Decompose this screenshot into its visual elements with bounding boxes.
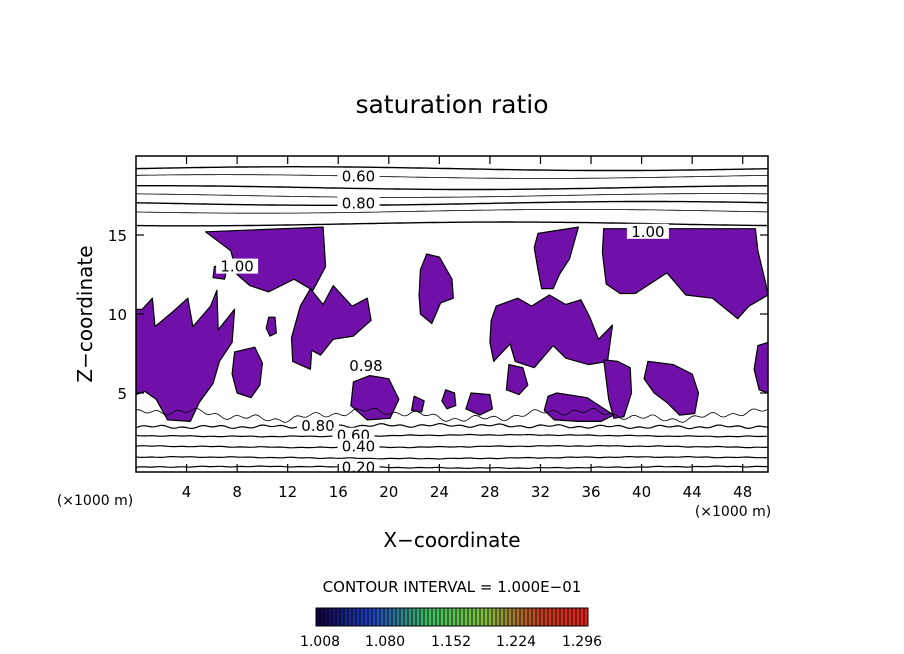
- x-tick-label: 28: [480, 483, 499, 501]
- isoline-lower-3: [136, 433, 768, 438]
- x-tick-label: 16: [329, 483, 348, 501]
- contour-fill-region-h: [350, 375, 400, 421]
- y-tick-label: 5: [117, 385, 127, 403]
- isoline-upper-4: [136, 200, 768, 206]
- colorbar: 1.008 1.080 1.152 1.224 1.296: [300, 607, 602, 650]
- contour-interval-text: CONTOUR INTERVAL = 1.000E−01: [323, 578, 582, 596]
- x-tick-label: 20: [379, 483, 398, 501]
- x-tick-label: 44: [683, 483, 702, 501]
- contour-fill-region-f: [533, 226, 580, 290]
- y-axis-ticks: 5 10 15: [108, 227, 768, 403]
- contour-fill-region-e: [489, 294, 614, 369]
- contour-label: 0.80: [342, 194, 375, 212]
- y-tick-label: 10: [108, 306, 127, 324]
- contour-label-bg: [626, 223, 669, 239]
- contour-fill-region-n: [231, 346, 263, 399]
- colorbar-tick-labels: 1.008 1.080 1.152 1.224 1.296: [300, 634, 602, 650]
- contour-fill-region-m: [753, 341, 768, 394]
- isoline-upper-3: [136, 193, 768, 198]
- contour-label: 0.60: [342, 168, 375, 186]
- contour-fill-region-l: [643, 360, 700, 416]
- x-tick-label: 36: [581, 483, 600, 501]
- contour-fill-region-g: [601, 228, 768, 320]
- contour-label-bg: [337, 195, 380, 211]
- contour-fill-region-a: [136, 289, 236, 422]
- contour-fill-region-p: [441, 389, 457, 410]
- contour-label: 0.40: [342, 438, 375, 456]
- x-axis-ticks: 4 8 12 16 20 24 28 32 36 40 44 48: [182, 156, 752, 501]
- y-tick-label: 15: [108, 227, 127, 245]
- contour-label: 0.20: [342, 458, 375, 476]
- contour-fill-region-q: [465, 392, 493, 416]
- contour-fill-region-c: [290, 285, 372, 370]
- isoline-lower-0: [136, 465, 768, 470]
- isoline-upper-0: [136, 166, 768, 172]
- x-tick-label: 40: [632, 483, 651, 501]
- chart-title: saturation ratio: [355, 90, 548, 119]
- contour-label-bg: [345, 358, 387, 374]
- x-axis-label: X−coordinate: [383, 528, 520, 552]
- colorbar-tick-label: 1.224: [496, 634, 536, 650]
- colorbar-tick-label: 1.080: [365, 634, 405, 650]
- isoline-lower-4: [136, 422, 768, 430]
- supersaturated-regions: [136, 226, 768, 422]
- contour-label-bg: [337, 168, 380, 184]
- isoline-098: [136, 407, 768, 423]
- contour-fill-region-i: [505, 364, 529, 396]
- contour-fill-region-d: [418, 253, 454, 325]
- contour-label: 0.98: [349, 357, 382, 375]
- isoline-lower-2: [136, 445, 768, 449]
- contour-fill-region-k: [543, 392, 615, 422]
- isoline-upper-1: [136, 174, 768, 179]
- contour-fill-region-r: [411, 395, 425, 413]
- isoline-upper-5: [136, 209, 768, 214]
- colorbar-stripes: [319, 608, 585, 626]
- contour-fill-region-j: [603, 359, 633, 419]
- contour-label-bg: [297, 418, 339, 434]
- x-tick-label: 4: [182, 483, 192, 501]
- contour-label-bg: [337, 459, 380, 472]
- isoline-upper-6: [136, 221, 768, 227]
- plot-area: 0.600.801.001.000.980.800.600.400.20: [136, 166, 768, 476]
- x-tick-label: 24: [430, 483, 449, 501]
- contour-isolines: [136, 166, 768, 470]
- contour-label: 0.80: [301, 417, 334, 435]
- contour-fill-region-o: [265, 316, 277, 337]
- y-axis-label: Z−coordinate: [73, 245, 97, 382]
- colorbar-tick-label: 1.008: [300, 634, 340, 650]
- colorbar-tick-label: 1.296: [562, 634, 602, 650]
- contour-label: 1.00: [220, 258, 253, 276]
- x-tick-label: 12: [278, 483, 297, 501]
- contour-label-bg: [337, 438, 380, 454]
- contour-label-bg: [216, 258, 259, 274]
- x-axis-unit: (×1000 m): [695, 504, 771, 520]
- x-tick-label: 48: [733, 483, 752, 501]
- contour-labels: 0.600.801.001.000.980.800.600.400.20: [216, 168, 669, 476]
- x-tick-label: 32: [531, 483, 550, 501]
- y-axis-unit: (×1000 m): [57, 493, 133, 509]
- isoline-lower-1: [136, 455, 768, 460]
- contour-label: 1.00: [631, 223, 664, 241]
- isoline-upper-2: [136, 185, 768, 191]
- colorbar-tick-label: 1.152: [431, 634, 471, 650]
- x-tick-label: 8: [232, 483, 242, 501]
